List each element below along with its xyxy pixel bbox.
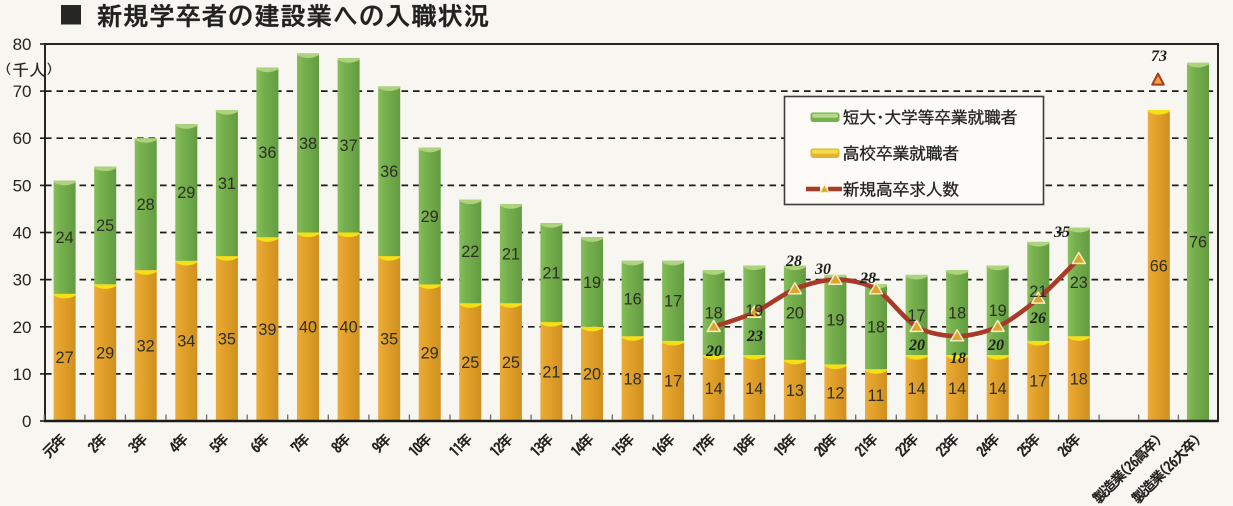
svg-text:25: 25: [461, 354, 479, 372]
svg-text:21: 21: [502, 246, 520, 264]
svg-text:20: 20: [705, 343, 722, 360]
svg-text:18: 18: [1070, 370, 1088, 388]
svg-text:17: 17: [1029, 373, 1047, 391]
svg-text:18: 18: [950, 350, 966, 367]
svg-text:35: 35: [380, 330, 398, 348]
svg-text:14: 14: [705, 380, 723, 398]
svg-text:18: 18: [948, 304, 966, 322]
svg-text:30: 30: [13, 271, 32, 290]
svg-text:20: 20: [786, 304, 804, 322]
svg-text:16: 16: [624, 290, 642, 308]
svg-text:0: 0: [22, 412, 31, 431]
svg-text:20: 20: [13, 318, 32, 337]
svg-text:13: 13: [786, 382, 804, 400]
svg-text:50: 50: [13, 176, 32, 195]
svg-text:20: 20: [908, 337, 925, 354]
svg-text:70: 70: [13, 82, 32, 101]
svg-text:31: 31: [218, 175, 236, 193]
svg-text:17: 17: [664, 373, 682, 391]
svg-text:40: 40: [340, 319, 358, 337]
svg-text:37: 37: [340, 137, 358, 155]
svg-text:36: 36: [380, 163, 398, 181]
svg-text:19: 19: [989, 302, 1007, 320]
svg-text:73: 73: [1151, 48, 1167, 65]
svg-text:36: 36: [258, 144, 276, 162]
svg-text:14: 14: [989, 380, 1007, 398]
svg-text:26: 26: [1029, 310, 1046, 327]
svg-text:23: 23: [1070, 274, 1088, 292]
svg-text:18: 18: [624, 370, 642, 388]
svg-text:19: 19: [745, 302, 763, 320]
svg-text:28: 28: [785, 253, 802, 270]
svg-text:14: 14: [948, 380, 966, 398]
svg-text:20: 20: [583, 366, 601, 384]
svg-text:40: 40: [13, 224, 32, 243]
svg-text:14: 14: [745, 380, 763, 398]
svg-text:20: 20: [987, 337, 1004, 354]
svg-text:17: 17: [908, 307, 926, 325]
svg-text:18: 18: [705, 304, 723, 322]
svg-text:35: 35: [218, 330, 236, 348]
svg-text:12: 12: [826, 385, 844, 403]
svg-text:29: 29: [421, 345, 439, 363]
svg-text:19: 19: [826, 312, 844, 330]
svg-text:11: 11: [868, 387, 885, 405]
svg-text:39: 39: [258, 321, 276, 339]
svg-text:29: 29: [96, 345, 114, 363]
svg-text:30: 30: [814, 261, 831, 278]
svg-text:21: 21: [542, 264, 560, 282]
svg-text:60: 60: [13, 129, 32, 148]
svg-text:10: 10: [13, 365, 32, 384]
svg-text:38: 38: [299, 135, 317, 153]
svg-text:28: 28: [859, 270, 876, 287]
svg-text:35: 35: [1053, 224, 1070, 241]
svg-text:18: 18: [867, 319, 885, 337]
svg-text:32: 32: [137, 337, 155, 355]
svg-text:34: 34: [177, 333, 195, 351]
svg-text:76: 76: [1189, 234, 1207, 252]
svg-text:66: 66: [1150, 257, 1168, 275]
svg-text:21: 21: [542, 363, 560, 381]
svg-text:80: 80: [13, 35, 32, 54]
svg-text:29: 29: [421, 208, 439, 226]
svg-text:19: 19: [583, 274, 601, 292]
svg-text:27: 27: [56, 349, 74, 367]
svg-text:24: 24: [56, 229, 74, 247]
svg-text:22: 22: [461, 243, 479, 261]
svg-text:21: 21: [1029, 283, 1047, 301]
svg-text:25: 25: [96, 217, 114, 235]
svg-text:17: 17: [664, 293, 682, 311]
svg-text:23: 23: [746, 328, 763, 345]
svg-text:25: 25: [502, 354, 520, 372]
svg-text:40: 40: [299, 319, 317, 337]
svg-text:28: 28: [137, 196, 155, 214]
svg-text:29: 29: [177, 184, 195, 202]
svg-text:14: 14: [908, 380, 926, 398]
